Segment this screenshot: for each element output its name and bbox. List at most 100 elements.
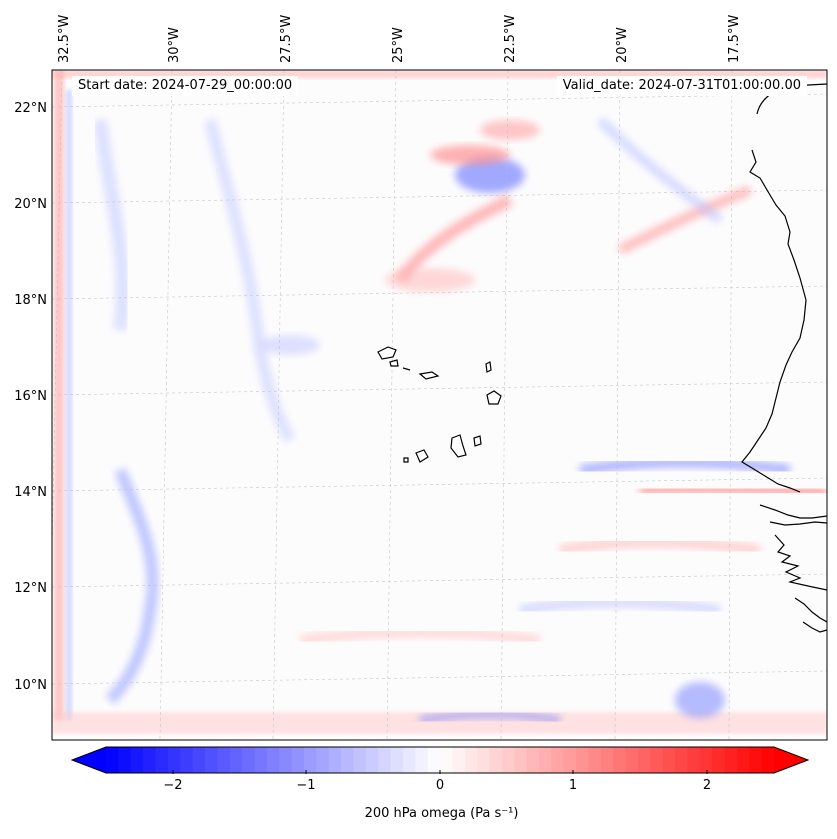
colorbar-swatch [761,747,775,773]
island-maio [473,435,482,447]
latitude-labels: 22°N 20°N 18°N 16°N 14°N 12°N 10°N [14,101,47,693]
colorbar-swatch [501,747,515,773]
north-negative-cell [455,157,525,193]
top-boundary-strip [52,70,827,78]
southeast-negative-cell [675,682,725,718]
colorbar-swatch [130,747,144,773]
colorbar-outline [70,746,810,774]
island-santo-antao [377,346,397,360]
lat-label-0: 22°N [14,101,47,116]
colorbar-swatch [440,747,453,773]
colorbar-swatch [514,747,528,773]
colorbar-swatch [180,747,194,773]
lon-label-6: 17.5°W [727,15,742,63]
colorbar-swatch [192,747,206,773]
colorbar-swatch [699,747,713,773]
colorbar-swatch [563,747,577,773]
lat-label-6: 10°N [14,678,47,693]
colorbar-swatch [477,747,491,773]
northeast-positive-band [617,185,752,255]
lat-label-5: 12°N [14,581,47,596]
cb-tick-label-1: −1 [296,778,315,793]
colorbar-swatch [600,747,614,773]
colorbar-swatch [526,747,540,773]
central-negative-band [204,118,296,443]
colorbar-swatch [242,747,256,773]
island-sao-vicente [389,359,399,367]
north-positive-cell-2 [480,120,540,140]
island-sal [485,361,492,373]
lon-label-1: 30°W [167,27,182,63]
cb-tick-label-2: 0 [436,778,444,793]
lat-label-1: 20°N [14,197,47,212]
colorbar-extend-min [72,747,106,773]
colorbar-swatch [328,747,342,773]
colorbar-swatch [390,747,404,773]
lon-label-0: 32.5°W [57,15,72,63]
left-boundary-negative-strip [66,90,72,720]
northeast-negative-band [596,116,724,224]
colorbar-swatch [378,747,392,773]
lon-label-5: 20°W [615,27,630,63]
island-fogo [415,449,429,463]
colorbar-swatch [427,747,441,773]
south-negative-band [519,597,721,615]
eastern-positive-band [639,484,827,497]
coast-gambia-north [759,504,827,519]
coast-guinea-bissau [774,534,827,591]
map-panel [52,70,827,740]
southeast-positive-band [559,537,761,555]
colorbar-swatch [118,747,132,773]
mid-negative-cell [260,335,320,355]
colorbar-swatch [365,747,379,773]
southern-negative-cell [419,710,561,724]
island-brava [403,457,409,463]
lon-label-4: 22.5°W [503,15,518,63]
colorbar-swatch [662,747,676,773]
colorbar-swatch [415,747,429,773]
colorbar-swatch [637,747,651,773]
south-positive-band [299,627,541,645]
diagonal-positive-band [395,194,513,284]
colorbar-swatch [724,747,738,773]
colorbar-swatch [452,747,466,773]
bottom-boundary-strip [52,712,827,734]
colorbar-swatch [291,747,305,773]
start-date-label: Start date: 2024-07-29_00:00:00 [72,76,299,96]
coast-mauritania-senegal [741,149,807,493]
colorbar-swatch [464,747,478,773]
colorbar-swatch [588,747,602,773]
colorbar-swatch [353,747,367,773]
colorbar-swatch [106,747,119,773]
colorbar-swatch [316,747,330,773]
lat-label-3: 16°N [14,389,47,404]
lat-label-4: 14°N [14,485,47,500]
lon-label-3: 25°W [391,27,406,63]
colorbar-swatch [217,747,231,773]
map-background [52,70,827,740]
colorbar-swatch [551,747,565,773]
mid-positive-band [385,268,475,292]
eastern-negative-band [579,457,791,475]
cape-verde-islands [377,346,502,463]
colorbar-swatch [749,747,763,773]
colorbar [70,746,810,774]
colorbar-swatch [687,747,701,773]
colorbar-swatch [229,747,243,773]
colorbar-swatch [254,747,268,773]
colorbar-swatch [613,747,627,773]
western-negative-band [105,467,159,705]
colorbar-ticks: −2 −1 0 1 2 [163,770,711,793]
gridlines [52,70,827,740]
cb-tick-label-0: −2 [163,778,182,793]
colorbar-swatch [167,747,181,773]
colorbar-swatch [402,747,416,773]
lon-label-2: 27.5°W [279,15,294,63]
colorbar-swatch [303,747,317,773]
colorbar-swatch [155,747,169,773]
island-santiago [450,434,467,458]
colorbar-swatch [538,747,552,773]
colorbar-swatch [650,747,664,773]
lat-label-2: 18°N [14,293,47,308]
coast-guinea [794,597,827,623]
